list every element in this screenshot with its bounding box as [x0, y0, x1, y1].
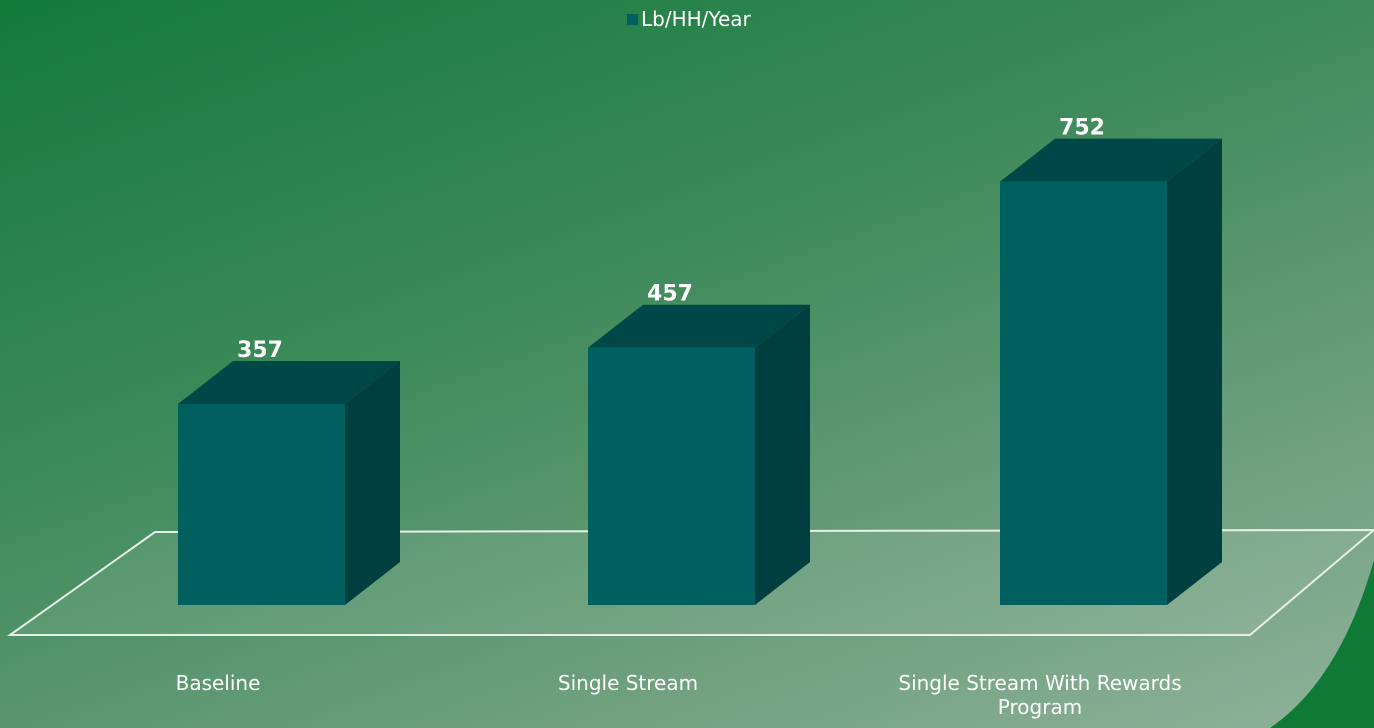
- category-label: Single Stream With Rewards Program: [898, 671, 1182, 719]
- value-label: 752: [1059, 116, 1105, 141]
- corner-swoosh: [1270, 560, 1374, 728]
- bar: [1000, 181, 1167, 605]
- value-label: 457: [647, 282, 693, 307]
- bar-side: [345, 361, 400, 605]
- bar: [588, 347, 755, 605]
- bar-top: [1000, 138, 1222, 182]
- bar: [178, 404, 345, 605]
- bar-top: [178, 361, 400, 405]
- bar-side: [755, 304, 810, 605]
- bar-top: [588, 304, 810, 348]
- legend-swatch: [627, 14, 638, 25]
- category-label: Baseline: [175, 671, 261, 695]
- bar-side: [1167, 138, 1222, 605]
- value-label: 357: [237, 338, 283, 363]
- legend-label: Lb/HH/Year: [641, 7, 752, 31]
- category-label: Single Stream: [557, 671, 699, 695]
